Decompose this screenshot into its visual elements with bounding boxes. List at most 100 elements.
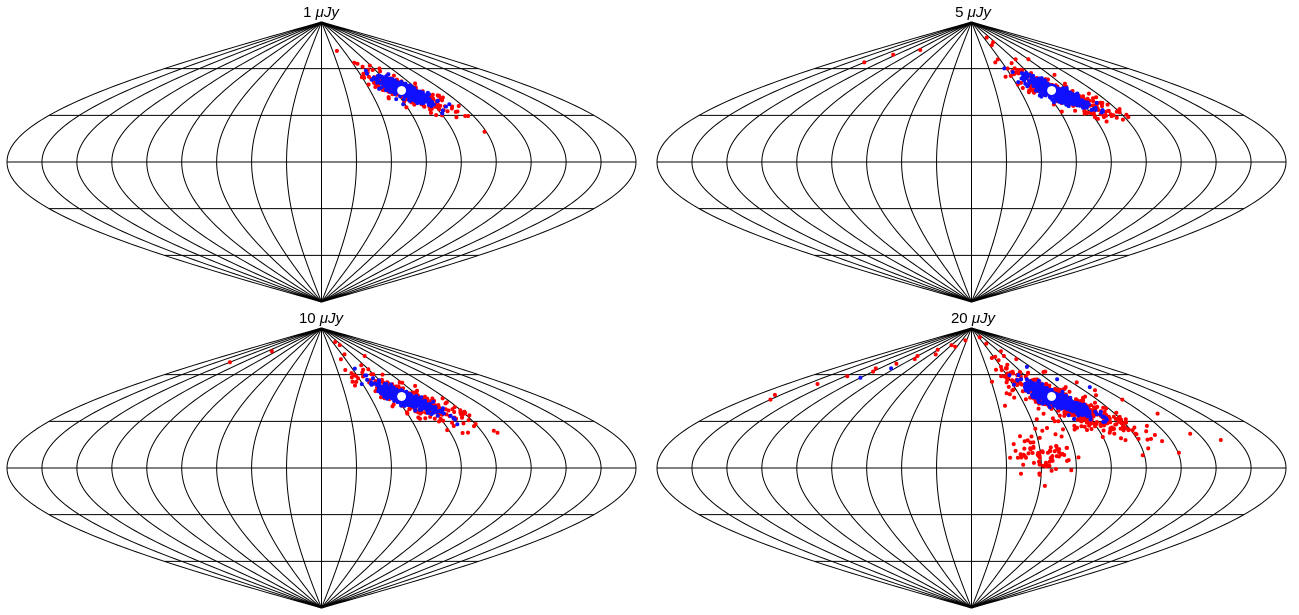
scatter-point: [482, 129, 487, 134]
scatter-point: [963, 338, 968, 343]
scatter-point: [428, 101, 433, 106]
scatter-point: [333, 340, 338, 344]
scatter-point: [1074, 94, 1079, 99]
scatter-point: [1124, 112, 1129, 117]
scatter-point: [1034, 88, 1038, 93]
scatter-point: [366, 74, 371, 79]
scatter-point: [440, 111, 445, 116]
scatter-point: [1066, 413, 1071, 418]
panel-title: 20 μJy: [951, 310, 997, 327]
scatter-point: [1065, 402, 1070, 407]
scatter-point: [1085, 111, 1090, 115]
scatter-point: [1122, 424, 1126, 429]
scatter-point: [437, 419, 441, 424]
scatter-point: [1034, 417, 1039, 422]
scatter-point: [1035, 390, 1040, 395]
data-points: [334, 48, 487, 134]
scatter-point: [1036, 400, 1041, 404]
scatter-point: [1072, 423, 1077, 428]
scatter-point: [419, 406, 424, 411]
scatter-point: [361, 71, 366, 76]
scatter-point: [1044, 462, 1049, 467]
scatter-point: [1073, 108, 1078, 113]
scatter-point: [1040, 92, 1045, 97]
scatter-point: [1026, 57, 1031, 62]
panel-title: 10 μJy: [299, 310, 345, 327]
scatter-point: [437, 405, 442, 410]
scatter-point: [415, 388, 419, 393]
scatter-point: [1088, 415, 1093, 419]
scatter-point: [400, 82, 405, 87]
scatter-point: [1004, 366, 1009, 371]
data-points: [862, 35, 1131, 124]
scatter-point: [1089, 427, 1094, 431]
data-points: [768, 335, 1223, 488]
scatter-point: [1002, 66, 1007, 71]
scatter-point: [391, 73, 396, 78]
scatter-point: [1069, 92, 1074, 97]
scatter-point: [1057, 401, 1062, 405]
scatter-point: [1042, 483, 1047, 488]
scatter-point: [392, 398, 397, 403]
scatter-point: [395, 400, 400, 405]
scatter-point: [1065, 91, 1070, 96]
scatter-point: [1024, 377, 1029, 382]
scatter-point: [1065, 445, 1069, 450]
scatter-point: [1059, 394, 1064, 399]
center-marker: [1047, 391, 1057, 401]
scatter-point: [1018, 434, 1022, 439]
scatter-point: [455, 422, 460, 427]
scatter-point: [435, 93, 440, 98]
scatter-point: [1028, 440, 1033, 445]
scatter-point: [1100, 104, 1104, 109]
scatter-point: [392, 81, 396, 86]
scatter-point: [1083, 394, 1088, 399]
scatter-point: [1068, 407, 1073, 411]
scatter-point: [386, 96, 391, 101]
scatter-point: [378, 81, 383, 86]
scatter-point: [1011, 387, 1016, 392]
scatter-point: [1045, 426, 1049, 430]
scatter-point: [996, 358, 1001, 363]
scatter-point: [1146, 446, 1151, 451]
scatter-point: [440, 108, 445, 113]
scatter-point: [375, 78, 380, 83]
scatter-point: [1052, 449, 1057, 454]
scatter-point: [491, 428, 496, 433]
scatter-point: [1014, 357, 1019, 362]
scatter-point: [412, 102, 417, 107]
scatter-point: [1104, 417, 1109, 422]
scatter-point: [458, 408, 463, 413]
scatter-point: [1144, 429, 1149, 434]
scatter-point: [1028, 379, 1032, 384]
scatter-point: [1003, 74, 1008, 79]
scatter-point: [1029, 385, 1034, 390]
scatter-point: [1056, 419, 1061, 424]
scatter-point: [1064, 86, 1069, 91]
scatter-point: [437, 107, 442, 112]
scatter-point: [1016, 80, 1021, 85]
scatter-point: [995, 57, 1000, 62]
scatter-point: [1037, 455, 1042, 460]
scatter-point: [445, 109, 450, 114]
scatter-point: [1013, 57, 1018, 62]
scatter-point: [342, 352, 347, 357]
scatter-point: [467, 413, 472, 418]
scatter-point: [1003, 403, 1007, 408]
scatter-point: [343, 368, 348, 372]
scatter-point: [406, 88, 411, 93]
scatter-point: [1008, 455, 1013, 460]
scatter-point: [413, 383, 418, 388]
scatter-point: [1024, 364, 1029, 369]
scatter-point: [431, 410, 436, 415]
scatter-point: [1075, 103, 1080, 108]
scatter-point: [1176, 450, 1181, 455]
scatter-point: [1104, 119, 1109, 124]
scatter-point: [1028, 446, 1033, 451]
scatter-point: [1013, 448, 1018, 453]
scatter-point: [393, 395, 398, 400]
scatter-point: [407, 99, 412, 103]
scatter-point: [447, 102, 452, 107]
scatter-point: [405, 401, 410, 406]
scatter-point: [1098, 412, 1103, 417]
